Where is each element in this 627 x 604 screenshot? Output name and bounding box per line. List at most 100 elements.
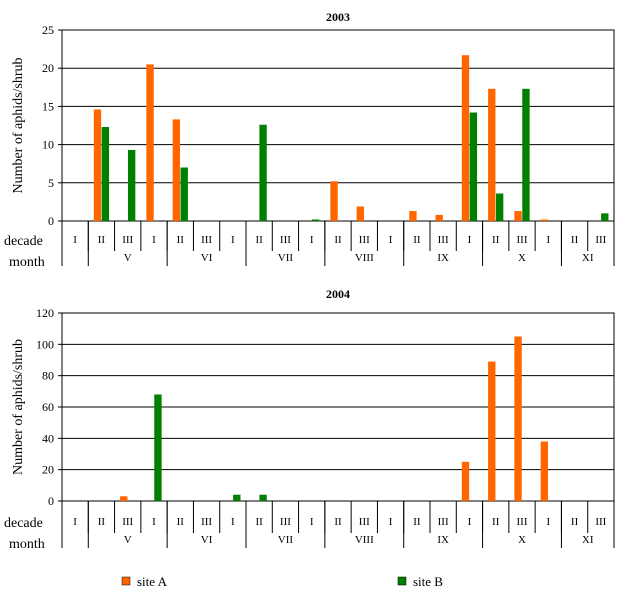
decade-label: II (98, 516, 106, 528)
month-label: XI (582, 534, 594, 546)
decade-label: III (122, 516, 133, 528)
decade-label: III (359, 516, 370, 528)
month-label: IX (437, 534, 449, 546)
decade-label: III (201, 234, 212, 246)
bar-site-a (488, 88, 496, 221)
bar-site-a (93, 109, 102, 221)
month-label: VII (278, 534, 294, 546)
decade-label: II (571, 234, 579, 246)
decade-label: II (255, 234, 263, 246)
chart-title: 2003 (326, 10, 350, 24)
month-label: VIII (355, 252, 374, 264)
y-tick-label: 120 (36, 306, 54, 320)
y-tick-label: 40 (42, 431, 54, 445)
decade-label: III (438, 234, 449, 246)
bar-site-b (259, 124, 267, 221)
decade-label: I (310, 234, 314, 246)
month-label: X (518, 534, 526, 546)
bar-site-a (330, 181, 338, 221)
bar-site-b (311, 219, 320, 221)
decade-label: II (413, 234, 421, 246)
month-label: V (124, 252, 132, 264)
decade-label: I (389, 234, 393, 246)
month-label: V (124, 534, 132, 546)
decade-label: III (595, 234, 606, 246)
decade-label: II (492, 234, 500, 246)
month-label: IX (437, 252, 449, 264)
decade-label: II (571, 516, 579, 528)
decade-label: I (468, 234, 472, 246)
row-label-decade: decade (4, 234, 43, 249)
decade-label: I (231, 234, 235, 246)
y-tick-label: 20 (42, 463, 54, 477)
y-tick-label: 0 (48, 214, 54, 228)
y-axis-label: Number of aphids/shrub (11, 57, 26, 193)
decade-label: I (73, 234, 77, 246)
y-tick-label: 25 (42, 23, 54, 37)
decade-label: II (413, 516, 421, 528)
decade-label: III (517, 516, 528, 528)
decade-label: III (280, 516, 291, 528)
bar-site-b (154, 394, 162, 501)
month-label: XI (582, 252, 594, 264)
row-label-month: month (9, 255, 45, 270)
decade-label: II (334, 516, 342, 528)
bar-site-a (540, 441, 549, 501)
decade-label: I (468, 516, 472, 528)
month-label: VIII (355, 534, 374, 546)
decade-label: II (177, 234, 185, 246)
legend-label-site-b: site B (413, 574, 443, 589)
bar-site-b (101, 127, 110, 221)
month-label: X (518, 252, 526, 264)
decade-label: III (595, 516, 606, 528)
chart-2004: 2004 0 20 40 60 80 100 120 Number of aphids/shru… (4, 287, 615, 552)
bar-site-a (514, 211, 522, 221)
bar-site-b (180, 167, 188, 221)
plot-frame (61, 29, 615, 222)
month-label: VI (201, 534, 213, 546)
decade-label: I (73, 516, 77, 528)
decade-label: III (517, 234, 528, 246)
bar-site-b (469, 112, 478, 221)
bar-site-a (409, 211, 417, 221)
decade-label: III (438, 516, 449, 528)
bar-site-a (120, 496, 128, 501)
bar-site-b (522, 88, 530, 221)
y-tick-label: 10 (42, 138, 54, 152)
decade-label: III (280, 234, 291, 246)
bar-site-a (172, 119, 181, 221)
bar-site-a (356, 206, 365, 221)
decade-label: I (231, 516, 235, 528)
bar-site-a (435, 214, 443, 221)
decade-label: I (152, 516, 156, 528)
decade-label: I (546, 516, 550, 528)
row-label-month: month (9, 537, 45, 552)
y-tick-label: 60 (42, 400, 54, 414)
bar-site-b (233, 494, 241, 501)
y-axis-label: Number of aphids/shrub (11, 339, 26, 475)
month-label: VI (201, 252, 213, 264)
bar-site-a (461, 461, 470, 501)
bar-site-a (488, 361, 496, 501)
month-label: VII (278, 252, 294, 264)
y-tick-label: 20 (42, 61, 54, 75)
decade-label: II (177, 516, 185, 528)
y-tick-label: 80 (42, 369, 54, 383)
y-tick-label: 15 (42, 99, 54, 113)
decade-label: II (334, 234, 342, 246)
legend-swatch-site-b (397, 576, 407, 586)
legend-label-site-a: site A (137, 574, 168, 589)
decade-label: II (255, 516, 263, 528)
bar-site-a (461, 55, 470, 221)
bar-site-a (514, 336, 522, 501)
bar-site-b (601, 213, 609, 221)
bar-site-b (259, 494, 267, 501)
decade-label: III (359, 234, 370, 246)
bar-site-b (127, 149, 136, 221)
legend-swatch-site-a (121, 576, 131, 586)
row-label-decade: decade (4, 516, 43, 531)
chart-title: 2004 (326, 287, 350, 301)
decade-label: II (492, 516, 500, 528)
